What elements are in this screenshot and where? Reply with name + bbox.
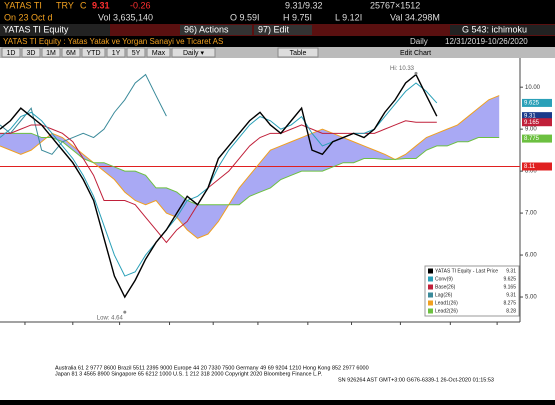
security-box (0, 24, 110, 36)
table-button[interactable] (277, 47, 319, 58)
range-button[interactable] (41, 47, 61, 58)
footer-line: Australia 61 2 9777 8600 Brazil 5511 239… (55, 365, 369, 371)
date: On 23 Oct d (4, 12, 53, 22)
annotation-point (123, 310, 127, 314)
range-button-label[interactable]: Max (152, 50, 166, 57)
bid-ask: 9.31/9.32 (285, 0, 323, 10)
currency: TRY (56, 0, 74, 10)
y-tick-label: 9.00 (525, 127, 537, 133)
price-tag (522, 112, 552, 121)
low: L 9.12I (335, 12, 362, 22)
volume: Vol 3,635,140 (98, 12, 153, 22)
footer-line: Japan 81 3 4565 8900 Singapore 65 6212 1… (55, 371, 323, 377)
legend-swatch (428, 300, 433, 306)
edit[interactable]: 97) Edit (258, 24, 290, 34)
legend-swatch (428, 268, 433, 274)
range-button[interactable] (106, 47, 126, 58)
price-tag-label: 8.775 (524, 136, 540, 142)
range-button-label[interactable]: 1M (46, 50, 56, 57)
legend-value: 8.28 (506, 308, 516, 314)
series-line (0, 95, 500, 239)
y-tick-label: 7.00 (525, 211, 537, 217)
price-tag-label: 9.625 (524, 100, 540, 106)
actions[interactable]: 96) Actions (184, 24, 229, 34)
footer-line: SN 926264 AST GMT+3:00 G676-6339-1 26-Oc… (338, 377, 494, 383)
range-button-label[interactable]: YTD (87, 50, 101, 57)
edit-chart[interactable]: Edit Chart (400, 50, 431, 57)
legend-name: Base(26) (435, 284, 456, 290)
size: 25767×1512 (370, 0, 420, 10)
range-button-label[interactable]: Daily ▾ (183, 50, 205, 57)
legend-value: 8.275 (503, 300, 516, 306)
y-tick-label: 10.00 (525, 85, 541, 91)
price-tag (522, 118, 552, 127)
table[interactable]: Table (290, 50, 307, 57)
series-line (0, 73, 438, 299)
toolbar-buttons: 1D 3D 1M 6M YTD 1Y 5Y Max Daily ▾ (1, 47, 216, 58)
value: Val 34.298M (390, 12, 440, 22)
legend-name: YATAS TI Equity - Last Price (435, 268, 498, 274)
range-button-label[interactable]: 6M (66, 50, 76, 57)
legend-name: Lead1(26) (435, 300, 458, 306)
range-button-label[interactable]: 1Y (112, 50, 121, 57)
range-button-label[interactable]: 1D (7, 50, 16, 57)
y-tick-label: 8.00 (525, 169, 537, 175)
reference-tag (522, 162, 552, 171)
high: H 9.75I (283, 12, 312, 22)
actions-button[interactable] (180, 25, 252, 35)
y-tick-label: 5.00 (525, 295, 537, 301)
range-button[interactable] (81, 47, 106, 58)
reference-label: 8.11 (524, 164, 536, 170)
edit-button[interactable] (254, 25, 312, 35)
footer (0, 326, 555, 400)
legend (424, 265, 520, 317)
legend-value: 9.31 (506, 292, 516, 298)
price-tag-label: 9.31 (524, 114, 536, 120)
ticker: YATAS TI (4, 0, 42, 10)
range-button-label[interactable]: 3D (27, 50, 36, 57)
annotation: Low: 4.64 (97, 316, 124, 322)
price-tag (522, 134, 552, 143)
range-button-label[interactable]: 5Y (132, 50, 141, 57)
series-line (0, 82, 438, 277)
legend-value: 9.31 (506, 268, 516, 274)
legend-swatch (428, 292, 433, 298)
range-button[interactable] (21, 47, 41, 58)
price-tag (522, 98, 552, 107)
range-button[interactable] (126, 47, 146, 58)
price-flag: C (80, 0, 87, 10)
description: YATAS TI Equity : Yatas Yatak ve Yorgan … (3, 37, 223, 46)
price-tag-label: 9.165 (524, 120, 540, 126)
legend-swatch (428, 276, 433, 282)
range-button[interactable] (61, 47, 81, 58)
y-tick-label: 6.00 (525, 253, 537, 259)
range-button[interactable] (1, 47, 21, 58)
legend-swatch (428, 308, 433, 314)
legend-swatch (428, 284, 433, 290)
legend-name: Lag(26) (435, 292, 453, 298)
legend-name: Conv(9) (435, 276, 453, 282)
security: YATAS TI Equity (3, 24, 69, 34)
legend-value: 9.625 (503, 276, 516, 282)
range-button[interactable] (146, 47, 171, 58)
range: 12/31/2019-10/26/2020 (445, 37, 528, 46)
series-line (0, 73, 167, 155)
function: G 543: ichimoku (462, 24, 527, 34)
price: 9.31 (92, 0, 110, 10)
open: O 9.59I (230, 12, 260, 22)
function-box (450, 25, 555, 35)
annotation-point (414, 71, 418, 75)
legend-name: Lead2(26) (435, 308, 458, 314)
change: -0.26 (130, 0, 151, 10)
annotation: Hi: 10.33 (390, 66, 415, 72)
frequency: Daily (410, 37, 428, 46)
range-button[interactable] (171, 47, 216, 58)
legend-value: 9.165 (503, 284, 516, 290)
